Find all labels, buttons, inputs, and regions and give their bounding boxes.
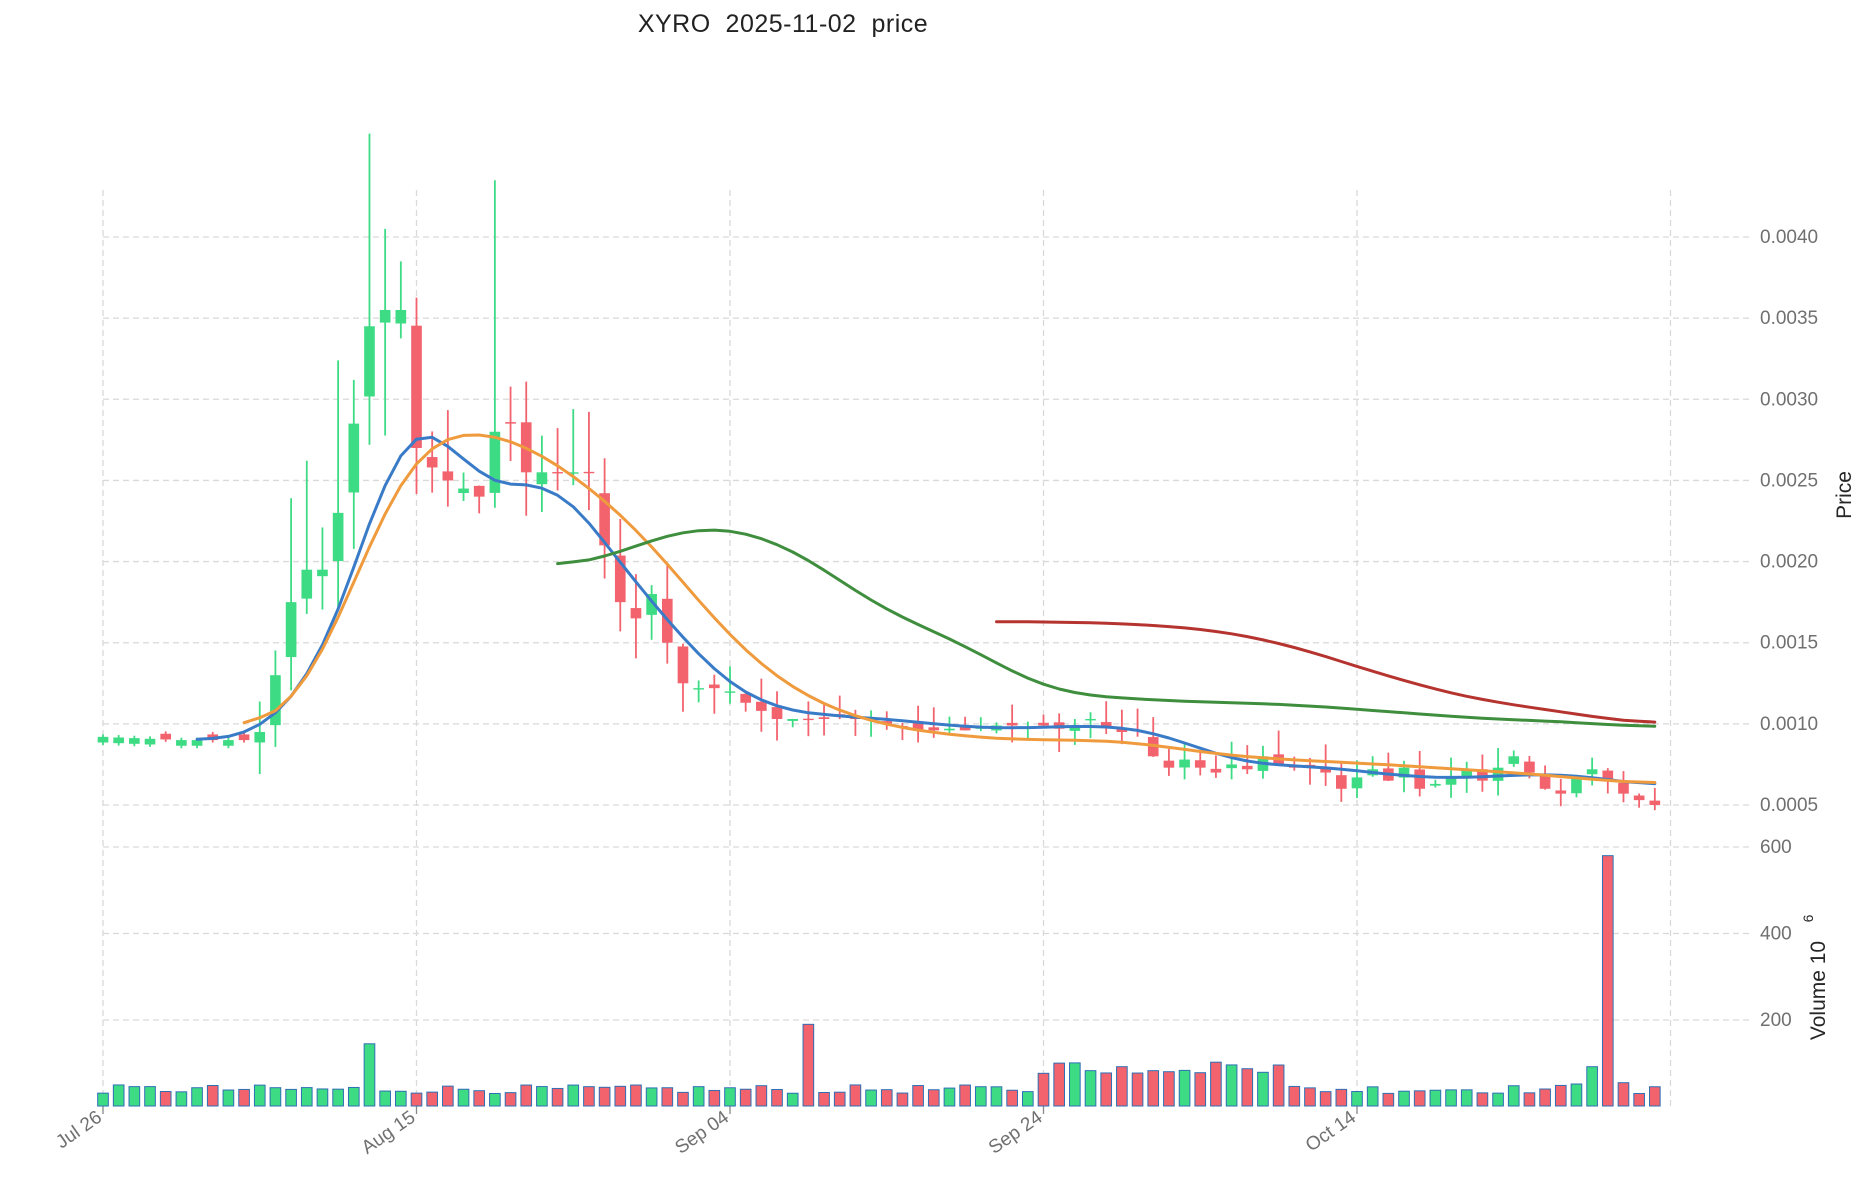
svg-text:Oct 14: Oct 14 <box>1302 1107 1360 1157</box>
svg-text:0.0010: 0.0010 <box>1760 714 1818 735</box>
svg-text:200: 200 <box>1760 1010 1792 1031</box>
svg-text:400: 400 <box>1760 924 1792 945</box>
svg-text:Aug 15: Aug 15 <box>358 1107 419 1159</box>
svg-text:Jul 26: Jul 26 <box>52 1107 106 1153</box>
svg-text:0.0040: 0.0040 <box>1760 227 1818 248</box>
svg-text:6: 6 <box>1800 914 1816 922</box>
svg-text:Volume 10: Volume 10 <box>1807 941 1830 1040</box>
svg-text:0.0035: 0.0035 <box>1760 308 1818 329</box>
svg-text:0.0015: 0.0015 <box>1760 633 1818 654</box>
svg-text:0.0005: 0.0005 <box>1760 795 1818 816</box>
svg-text:Sep 04: Sep 04 <box>671 1107 733 1159</box>
svg-text:Price: Price <box>1833 471 1856 519</box>
svg-text:600: 600 <box>1760 837 1792 858</box>
svg-text:Sep 24: Sep 24 <box>985 1107 1047 1159</box>
svg-text:0.0020: 0.0020 <box>1760 552 1818 573</box>
svg-text:0.0025: 0.0025 <box>1760 470 1818 491</box>
svg-text:0.0030: 0.0030 <box>1760 389 1818 410</box>
